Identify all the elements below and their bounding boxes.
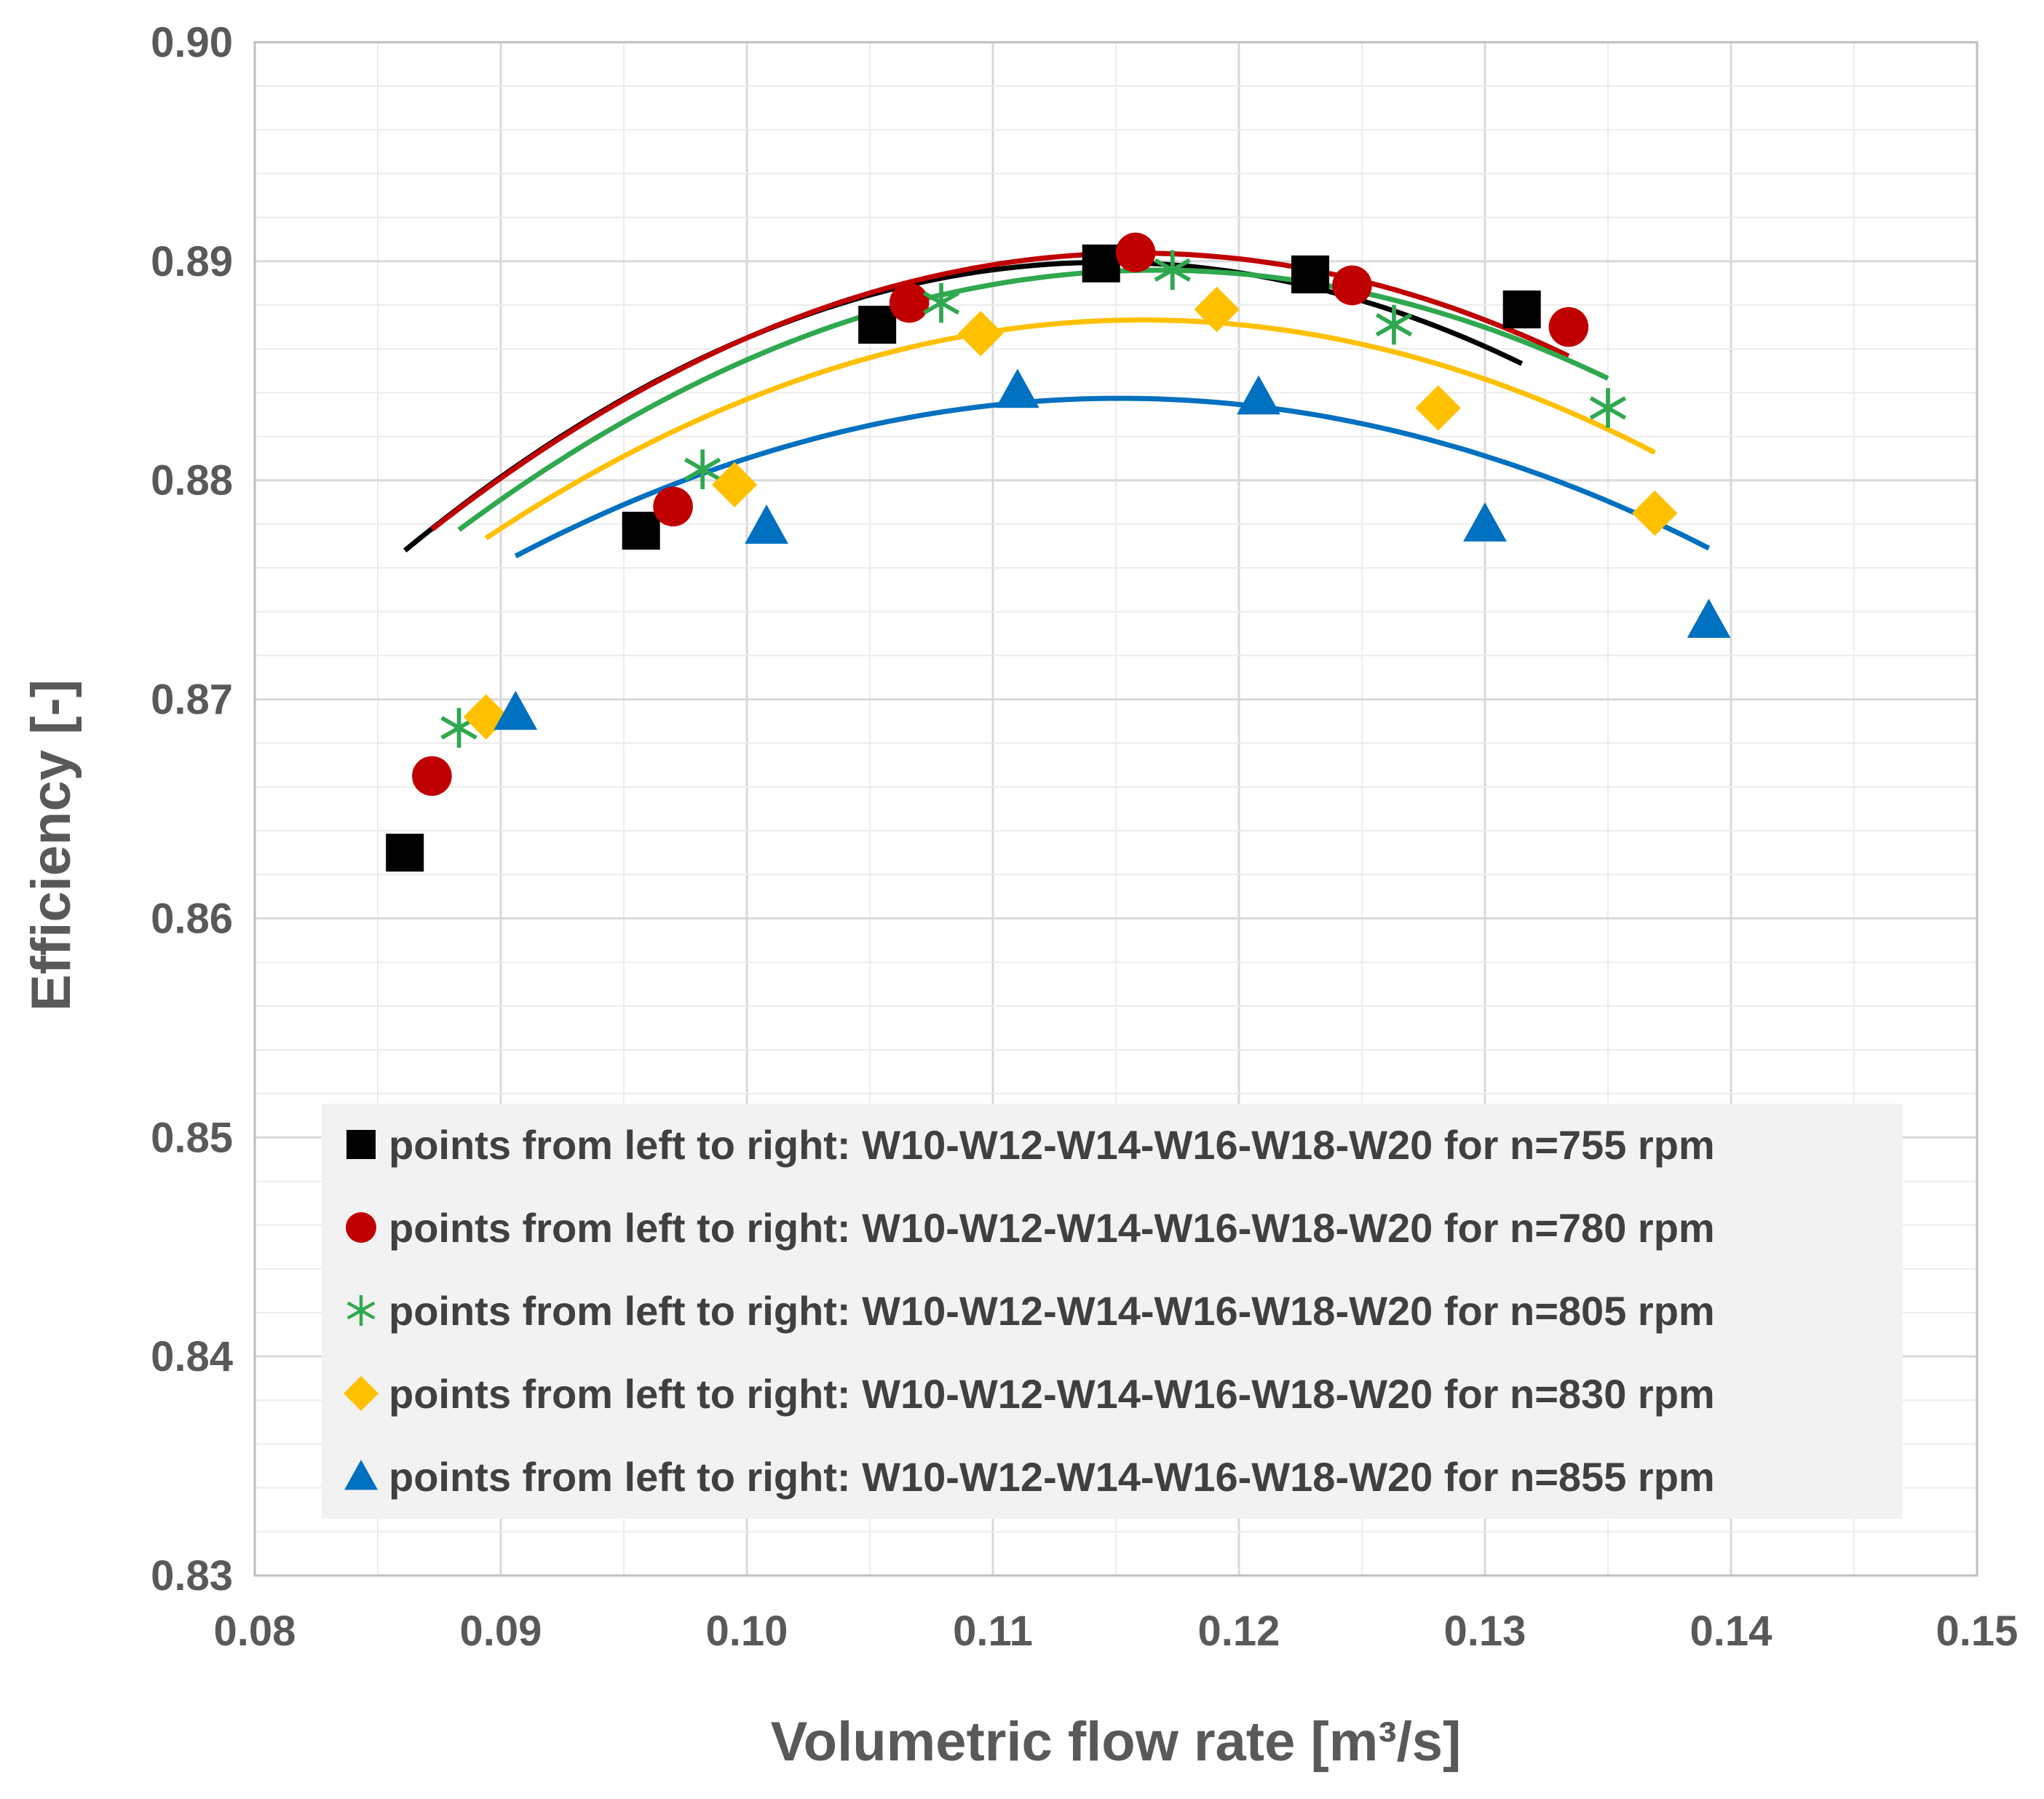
square-marker — [1082, 244, 1120, 282]
legend-label: points from left to right: W10-W12-W14-W… — [389, 1454, 1715, 1500]
plot-area-border — [253, 41, 1978, 1577]
legend-item: points from left to right: W10-W12-W14-W… — [344, 1371, 1715, 1417]
y-tick-label: 0.90 — [151, 19, 233, 66]
legend-background — [322, 1104, 1903, 1519]
square-marker — [1291, 255, 1330, 293]
legend-label: points from left to right: W10-W12-W14-W… — [389, 1122, 1715, 1168]
circle-marker — [346, 1212, 376, 1243]
triangle-marker — [1237, 375, 1280, 415]
diamond-marker — [1415, 385, 1461, 431]
x-tick-label: 0.09 — [460, 1608, 542, 1655]
square-marker — [346, 1130, 376, 1159]
x-tick-label: 0.08 — [214, 1608, 296, 1655]
tick-labels: 0.08 0.09 0.10 0.11 0.12 0.13 0.14 0.15 0.83 0.84… — [151, 19, 2018, 1655]
data-markers — [386, 232, 1731, 872]
asterisk-marker — [1589, 388, 1627, 428]
triangle-marker — [494, 690, 538, 730]
circle-marker — [1115, 232, 1156, 273]
legend: points from left to right: W10-W12-W14-W… — [322, 1104, 1903, 1519]
y-tick-label: 0.85 — [151, 1114, 233, 1161]
diamond-marker — [1194, 286, 1240, 333]
diamond-marker — [1632, 490, 1678, 537]
circle-marker — [889, 282, 930, 323]
asterisk-marker — [1154, 250, 1191, 290]
diamond-marker — [957, 310, 1004, 357]
triangle-marker — [1687, 598, 1731, 638]
triangle-marker — [995, 368, 1039, 408]
x-tick-label: 0.14 — [1690, 1608, 1772, 1655]
legend-label: points from left to right: W10-W12-W14-W… — [389, 1288, 1715, 1334]
x-axis-title-main: Volumetric flow rate [m³/s] — [771, 1711, 1462, 1773]
triangle-marker — [1463, 502, 1507, 542]
square-marker — [386, 834, 424, 872]
square-marker — [622, 511, 660, 550]
asterisk-marker — [1375, 304, 1413, 345]
y-tick-label: 0.86 — [151, 895, 233, 942]
y-tick-label: 0.87 — [151, 676, 233, 724]
legend-item: points from left to right: W10-W12-W14-W… — [346, 1288, 1715, 1334]
trend-curve-series-5 — [514, 395, 1711, 558]
x-tick-label: 0.15 — [1936, 1608, 2019, 1655]
diamond-marker — [344, 1376, 379, 1411]
diamond-marker — [711, 462, 758, 507]
trend-curve-series-4 — [484, 317, 1656, 541]
trend-curves — [403, 250, 1711, 558]
y-tick-label: 0.84 — [151, 1333, 233, 1380]
x-tick-label: 0.10 — [706, 1608, 788, 1655]
x-tick-label: 0.13 — [1444, 1608, 1526, 1655]
asterisk-marker — [922, 282, 960, 323]
trend-curve-series-3 — [457, 267, 1609, 532]
circle-marker — [1332, 265, 1372, 306]
y-tick-label: 0.88 — [151, 457, 233, 505]
legend-item: points from left to right: W10-W12-W14-W… — [344, 1454, 1715, 1500]
y-axis-title: Efficiency [-] — [20, 679, 82, 1011]
legend-label: points from left to right: W10-W12-W14-W… — [389, 1205, 1715, 1251]
y-tick-label: 0.89 — [151, 238, 233, 285]
legend-item: points from left to right: W10-W12-W14-W… — [346, 1122, 1715, 1168]
trend-curve-series-2 — [430, 250, 1570, 531]
x-tick-label: 0.12 — [1198, 1608, 1280, 1655]
circle-marker — [653, 486, 693, 527]
asterisk-marker — [346, 1295, 376, 1326]
asterisk-marker — [684, 449, 721, 489]
x-axis-title: Volumetric flow rate [m³/s] — [771, 1711, 1462, 1773]
circle-marker — [412, 756, 452, 796]
legend-item: points from left to right: W10-W12-W14-W… — [346, 1205, 1715, 1251]
circle-marker — [1548, 307, 1589, 347]
triangle-marker — [745, 504, 788, 544]
x-tick-label: 0.11 — [953, 1608, 1033, 1655]
square-marker — [858, 306, 897, 344]
square-marker — [1502, 290, 1541, 329]
triangle-marker — [344, 1460, 378, 1490]
legend-label: points from left to right: W10-W12-W14-W… — [389, 1371, 1715, 1417]
y-tick-label: 0.83 — [151, 1552, 233, 1600]
